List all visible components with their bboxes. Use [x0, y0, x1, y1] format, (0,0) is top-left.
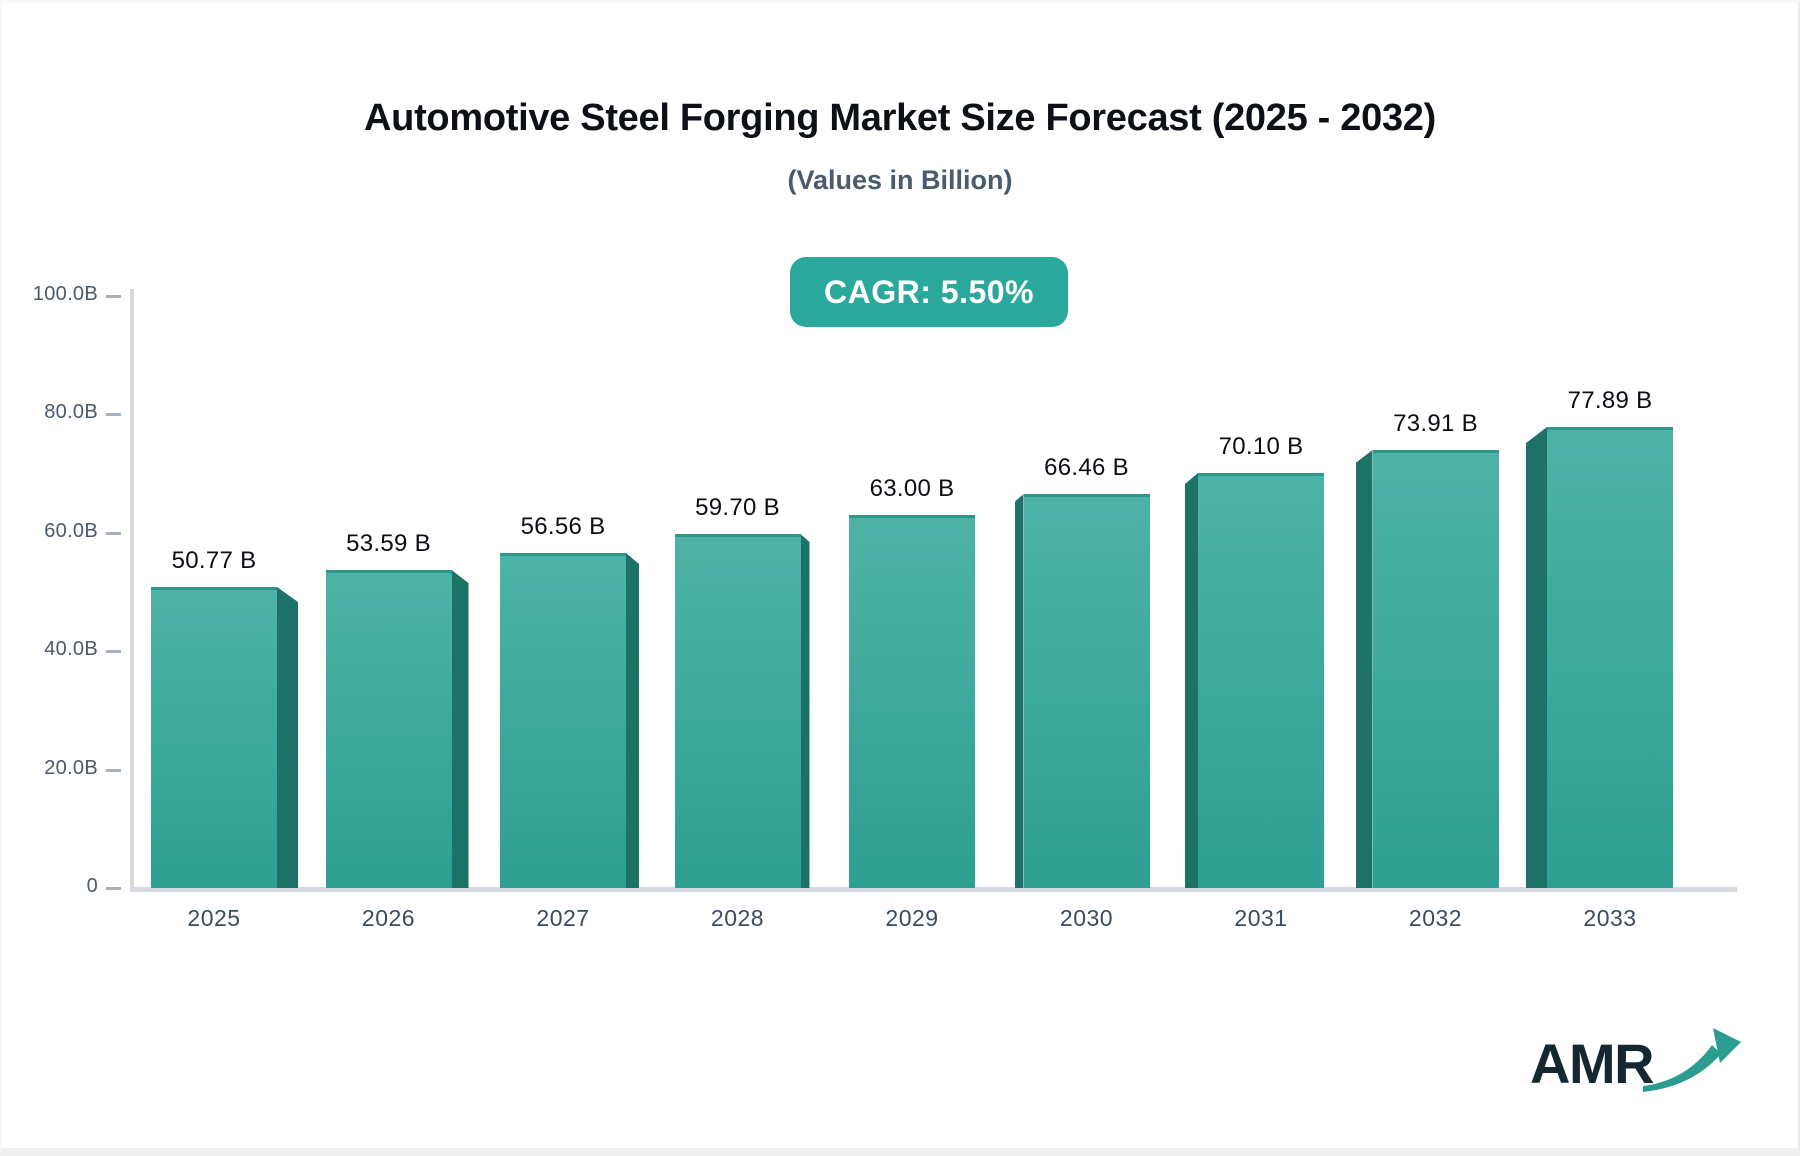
x-axis-label: 2029 — [885, 905, 939, 931]
x-axis-label: 2032 — [1408, 905, 1463, 931]
y-axis-tick-mark — [106, 413, 121, 416]
cagr-badge: CAGR: 5.50% — [790, 257, 1068, 327]
growth-arrow-icon — [1643, 1027, 1742, 1092]
bar-side-facet — [1355, 450, 1373, 888]
y-axis-tick-mark — [106, 650, 121, 653]
bar-2031 — [1198, 473, 1324, 888]
bar-side-facet — [1014, 494, 1024, 888]
x-axis-label: 2027 — [536, 905, 590, 931]
bar-side-facet — [800, 534, 810, 888]
bar-2030 — [1023, 494, 1150, 888]
bar-2033 — [1547, 427, 1673, 888]
bar-side-facet — [277, 587, 298, 888]
bar-2026 — [325, 570, 452, 888]
chart-title: Automotive Steel Forging Market Size For… — [364, 97, 1436, 139]
x-axis-label: 2031 — [1234, 905, 1288, 931]
y-axis-tick-label: 100.0B — [32, 283, 98, 305]
y-axis-tick-label: 80.0B — [44, 401, 98, 423]
x-axis-label: 2028 — [710, 905, 765, 931]
plot-area: 100.0B 80.0B 60.0B 40.0B 20.0B 0 50.77 B 2025 53… — [2, 3, 1798, 1148]
y-axis-tick-mark — [106, 295, 121, 298]
bar-value-label: 53.59 B — [346, 530, 431, 557]
bar-value-label: 50.77 B — [171, 547, 257, 574]
y-axis-tick-mark — [106, 769, 121, 772]
y-axis-tick-label: 40.0B — [44, 638, 98, 660]
bar-2029 — [849, 515, 975, 888]
bar-side-facet — [626, 553, 639, 888]
x-axis-label: 2026 — [361, 905, 416, 931]
bar-value-label: 59.70 B — [695, 494, 780, 521]
bar-value-label: 56.56 B — [520, 513, 606, 540]
bar-side-facet — [1526, 427, 1547, 888]
bar-2025 — [151, 587, 277, 888]
y-axis-tick-label: 20.0B — [44, 757, 98, 779]
chart-subtitle: (Values in Billion) — [787, 165, 1013, 195]
x-axis-label: 2030 — [1059, 905, 1114, 931]
bar-2028 — [674, 534, 801, 888]
x-axis-line — [130, 887, 1737, 892]
y-axis-tick-label: 0 — [86, 875, 98, 897]
bar-value-label: 66.46 B — [1044, 454, 1129, 481]
y-axis-tick-mark — [106, 887, 121, 890]
bar-side-facet — [1185, 473, 1198, 888]
bar-value-label: 70.10 B — [1218, 433, 1304, 460]
amr-logo-text: AMR — [1530, 1032, 1655, 1095]
amr-logo: AMR — [1530, 1027, 1742, 1096]
bar-side-facet — [451, 570, 469, 888]
y-axis-tick-label: 60.0B — [44, 520, 98, 542]
bar-2032 — [1372, 450, 1499, 888]
y-axis-tick-mark — [106, 532, 121, 535]
x-axis-label: 2025 — [187, 905, 241, 931]
bar-2027 — [500, 553, 626, 888]
x-axis-label: 2033 — [1583, 905, 1637, 931]
y-axis-line — [130, 289, 134, 892]
bar-value-label: 77.89 B — [1567, 387, 1653, 414]
bar-value-label: 63.00 B — [869, 475, 955, 502]
bar-value-label: 73.91 B — [1393, 410, 1478, 437]
